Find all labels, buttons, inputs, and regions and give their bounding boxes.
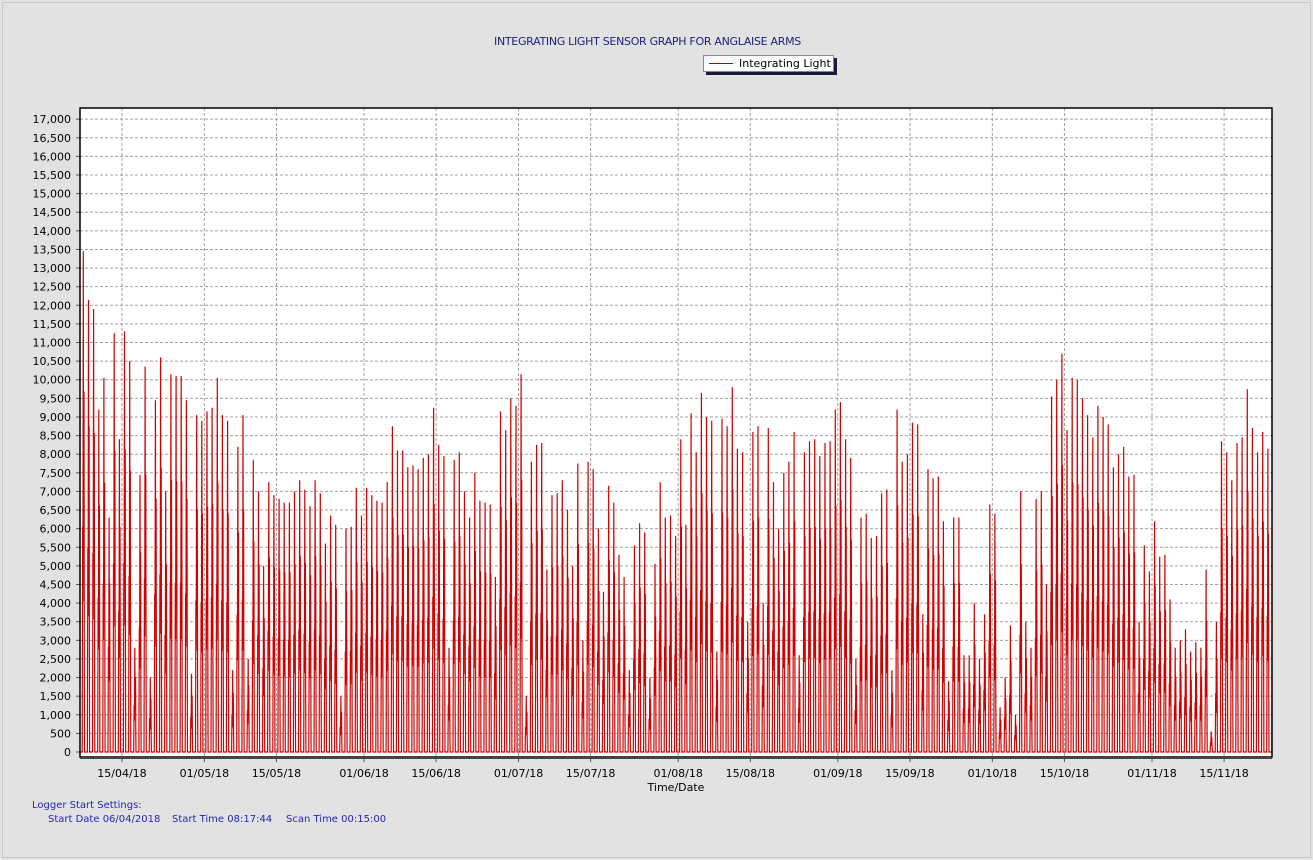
y-tick-label: 0 bbox=[64, 746, 71, 759]
x-tick-label: 01/07/18 bbox=[494, 767, 543, 780]
y-tick-label: 5,500 bbox=[40, 541, 72, 554]
y-tick-label: 16,000 bbox=[33, 150, 72, 163]
x-axis-label: Time/Date bbox=[647, 781, 705, 794]
y-tick-label: 9,500 bbox=[40, 392, 72, 405]
x-tick-label: 01/08/18 bbox=[653, 767, 702, 780]
y-tick-label: 2,000 bbox=[40, 672, 72, 685]
legend-swatch bbox=[709, 63, 733, 64]
y-tick-label: 1,500 bbox=[40, 690, 72, 703]
x-tick-label: 01/11/18 bbox=[1127, 767, 1176, 780]
y-tick-label: 6,000 bbox=[40, 523, 72, 536]
y-tick-label: 11,500 bbox=[33, 318, 72, 331]
start-date: Start Date 06/04/2018 bbox=[48, 814, 161, 825]
logger-settings-heading: Logger Start Settings: bbox=[32, 800, 142, 811]
y-tick-label: 15,500 bbox=[33, 169, 72, 182]
legend: Integrating Light bbox=[703, 55, 834, 72]
x-tick-label: 15/06/18 bbox=[411, 767, 460, 780]
x-tick-label: 15/09/18 bbox=[885, 767, 934, 780]
x-tick-label: 01/09/18 bbox=[813, 767, 862, 780]
y-tick-label: 7,500 bbox=[40, 467, 72, 480]
y-tick-label: 14,000 bbox=[33, 225, 72, 238]
scan-time: Scan Time 00:15:00 bbox=[286, 814, 387, 825]
y-tick-label: 12,500 bbox=[33, 281, 72, 294]
y-tick-label: 4,500 bbox=[40, 578, 72, 591]
y-tick-label: 6,500 bbox=[40, 504, 72, 517]
y-tick-label: 15,000 bbox=[33, 188, 72, 201]
x-tick-label: 15/04/18 bbox=[97, 767, 146, 780]
y-tick-label: 4,000 bbox=[40, 597, 72, 610]
y-tick-label: 13,000 bbox=[33, 262, 72, 275]
series-integrating-light bbox=[80, 251, 1272, 753]
legend-label: Integrating Light bbox=[739, 57, 831, 70]
y-tick-label: 500 bbox=[50, 727, 71, 740]
y-tick-label: 10,000 bbox=[33, 374, 72, 387]
x-tick-label: 15/10/18 bbox=[1040, 767, 1089, 780]
x-tick-label: 01/05/18 bbox=[180, 767, 229, 780]
x-tick-label: 01/10/18 bbox=[968, 767, 1017, 780]
x-tick-label: 15/07/18 bbox=[566, 767, 615, 780]
y-tick-label: 7,000 bbox=[40, 485, 72, 498]
y-tick-label: 2,500 bbox=[40, 653, 72, 666]
y-tick-label: 16,500 bbox=[33, 132, 72, 145]
y-tick-label: 12,000 bbox=[33, 299, 72, 312]
x-tick-label: 15/08/18 bbox=[726, 767, 775, 780]
y-tick-label: 14,500 bbox=[33, 206, 72, 219]
y-tick-label: 3,000 bbox=[40, 634, 72, 647]
y-tick-label: 10,500 bbox=[33, 355, 72, 368]
y-tick-label: 3,500 bbox=[40, 616, 72, 629]
y-tick-label: 1,000 bbox=[40, 709, 72, 722]
start-time: Start Time 08:17:44 bbox=[172, 814, 273, 825]
y-tick-label: 8,000 bbox=[40, 448, 72, 461]
chart-title: INTEGRATING LIGHT SENSOR GRAPH FOR ANGLA… bbox=[494, 35, 801, 48]
y-tick-label: 13,500 bbox=[33, 243, 72, 256]
y-tick-label: 5,000 bbox=[40, 560, 72, 573]
x-tick-label: 15/11/18 bbox=[1199, 767, 1248, 780]
y-tick-label: 11,000 bbox=[33, 337, 72, 350]
y-tick-label: 9,000 bbox=[40, 411, 72, 424]
x-tick-label: 01/06/18 bbox=[339, 767, 388, 780]
y-tick-label: 17,000 bbox=[33, 113, 72, 126]
y-tick-label: 8,500 bbox=[40, 430, 72, 443]
x-tick-label: 15/05/18 bbox=[252, 767, 301, 780]
